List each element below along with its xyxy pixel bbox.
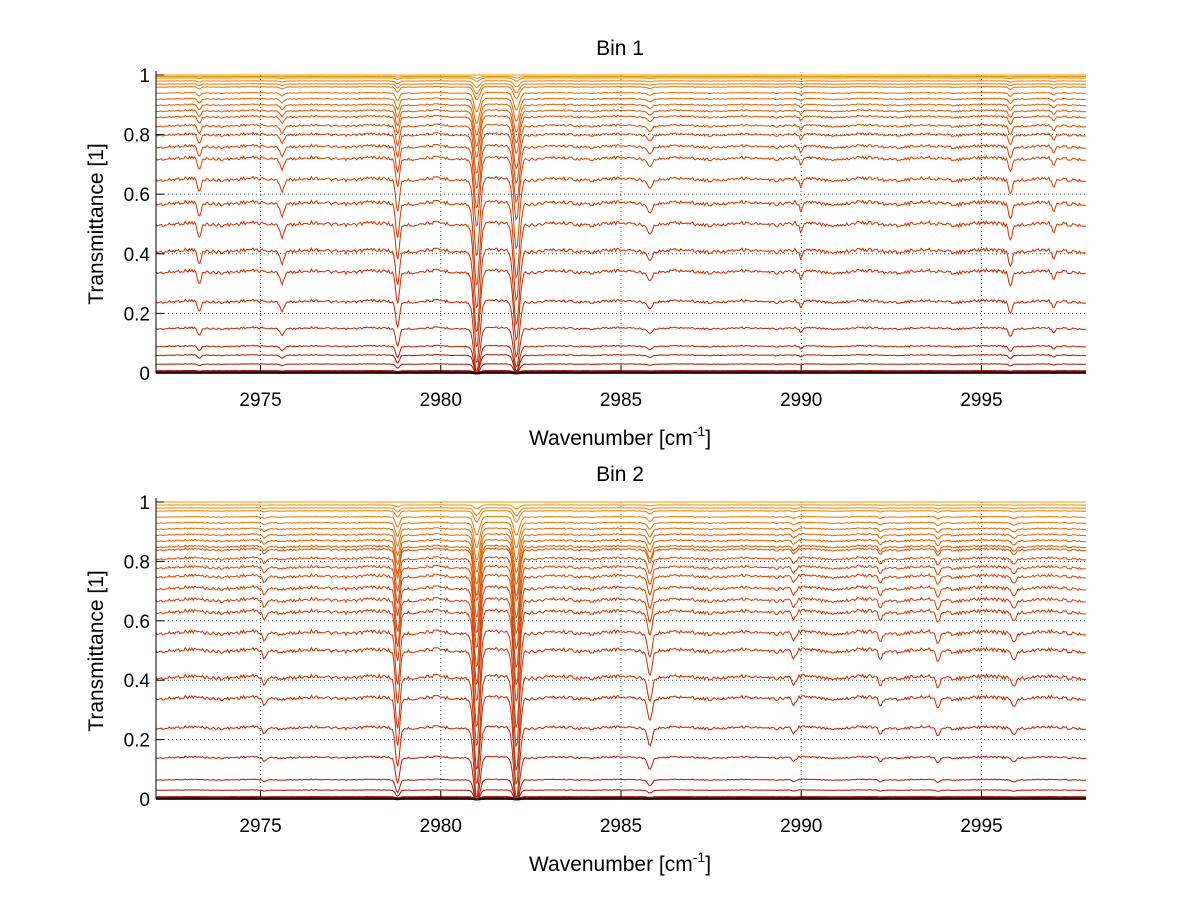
series-line <box>155 555 1087 620</box>
y-tick-label: 0.2 <box>124 304 150 325</box>
plot-bin-1: Bin 1 2975 2980 2985 2990 2995 0 0.2 0.4 0.6 0.8 1… <box>85 37 1087 450</box>
y-tick-label: 0 <box>139 364 150 385</box>
series-line <box>155 103 1087 136</box>
series-line <box>155 326 1087 372</box>
chart-title: Bin 2 <box>596 463 644 486</box>
series-line <box>155 97 1087 125</box>
x-tick-label: 2985 <box>600 390 642 411</box>
series-line <box>155 83 1086 95</box>
series-line <box>155 219 1087 309</box>
y-tick-label: 0.4 <box>124 245 151 266</box>
series-line <box>155 527 1087 562</box>
series-line <box>155 628 1087 728</box>
y-tick-label: 0.8 <box>124 552 150 573</box>
series-line <box>155 608 1087 702</box>
x-tick-label: 2980 <box>420 390 462 411</box>
series-line <box>155 694 1087 785</box>
y-tick-label: 0.4 <box>124 671 151 692</box>
series-line <box>155 573 1087 651</box>
series-line <box>155 246 1087 333</box>
series-line <box>155 510 1087 523</box>
series-line <box>155 91 1087 113</box>
chart-title: Bin 1 <box>596 37 644 60</box>
series-line <box>155 77 1086 82</box>
x-tick-label: 2975 <box>239 816 281 837</box>
series-line <box>155 789 1087 800</box>
x-tick-label: 2990 <box>780 390 822 411</box>
series-line <box>155 673 1087 771</box>
y-tick-label: 0.6 <box>124 612 150 633</box>
series-line <box>155 175 1087 257</box>
series-line <box>155 646 1087 747</box>
series-line <box>155 521 1087 549</box>
series-line <box>156 504 1086 510</box>
x-tick-label: 2995 <box>960 390 1002 411</box>
series-line <box>155 778 1087 800</box>
y-tick-label: 0.2 <box>124 731 150 752</box>
series-line <box>155 80 1087 89</box>
series-line <box>155 538 1087 586</box>
series-line <box>155 108 1087 147</box>
y-tick-label: 0 <box>139 790 150 811</box>
x-tick-label: 2990 <box>780 816 822 837</box>
series-line <box>155 532 1087 574</box>
series-line <box>155 85 1087 101</box>
series-line <box>155 123 1087 174</box>
series-line <box>155 143 1087 209</box>
series-line <box>155 363 1086 374</box>
series-line <box>156 75 1086 79</box>
y-axis-label: Transmittance [1] <box>85 143 108 304</box>
series-line <box>155 131 1087 189</box>
series-line <box>155 584 1087 668</box>
series-line <box>155 155 1087 227</box>
series-line <box>155 267 1087 348</box>
x-tick-label: 2985 <box>600 816 642 837</box>
series-line <box>155 564 1087 635</box>
x-axis-label: Wavenumber [cm-1] <box>529 849 711 876</box>
series-line <box>155 596 1087 686</box>
y-tick-label: 1 <box>139 66 150 87</box>
series-line <box>155 755 1087 800</box>
y-tick-label: 0.8 <box>124 126 150 147</box>
series-line <box>155 507 1086 517</box>
y-tick-label: 0.6 <box>124 185 150 206</box>
x-tick-label: 2975 <box>239 390 281 411</box>
series-line <box>155 515 1087 536</box>
series-line <box>155 724 1087 800</box>
series-line <box>155 344 1087 374</box>
x-axis-label: Wavenumber [cm-1] <box>529 423 711 450</box>
series-line <box>155 353 1087 374</box>
series-line <box>155 544 1087 597</box>
series-line <box>155 298 1087 364</box>
plot-bin-2: Bin 2 2975 2980 2985 2990 2995 0 0.2 0.4 0.6 0.8 1… <box>85 463 1087 876</box>
y-tick-label: 1 <box>139 493 150 514</box>
series-line <box>155 199 1087 286</box>
y-axis-label: Transmittance [1] <box>85 570 108 731</box>
series-line <box>155 114 1087 158</box>
series-line <box>155 547 1087 603</box>
x-tick-label: 2995 <box>960 816 1002 837</box>
x-tick-label: 2980 <box>420 816 462 837</box>
